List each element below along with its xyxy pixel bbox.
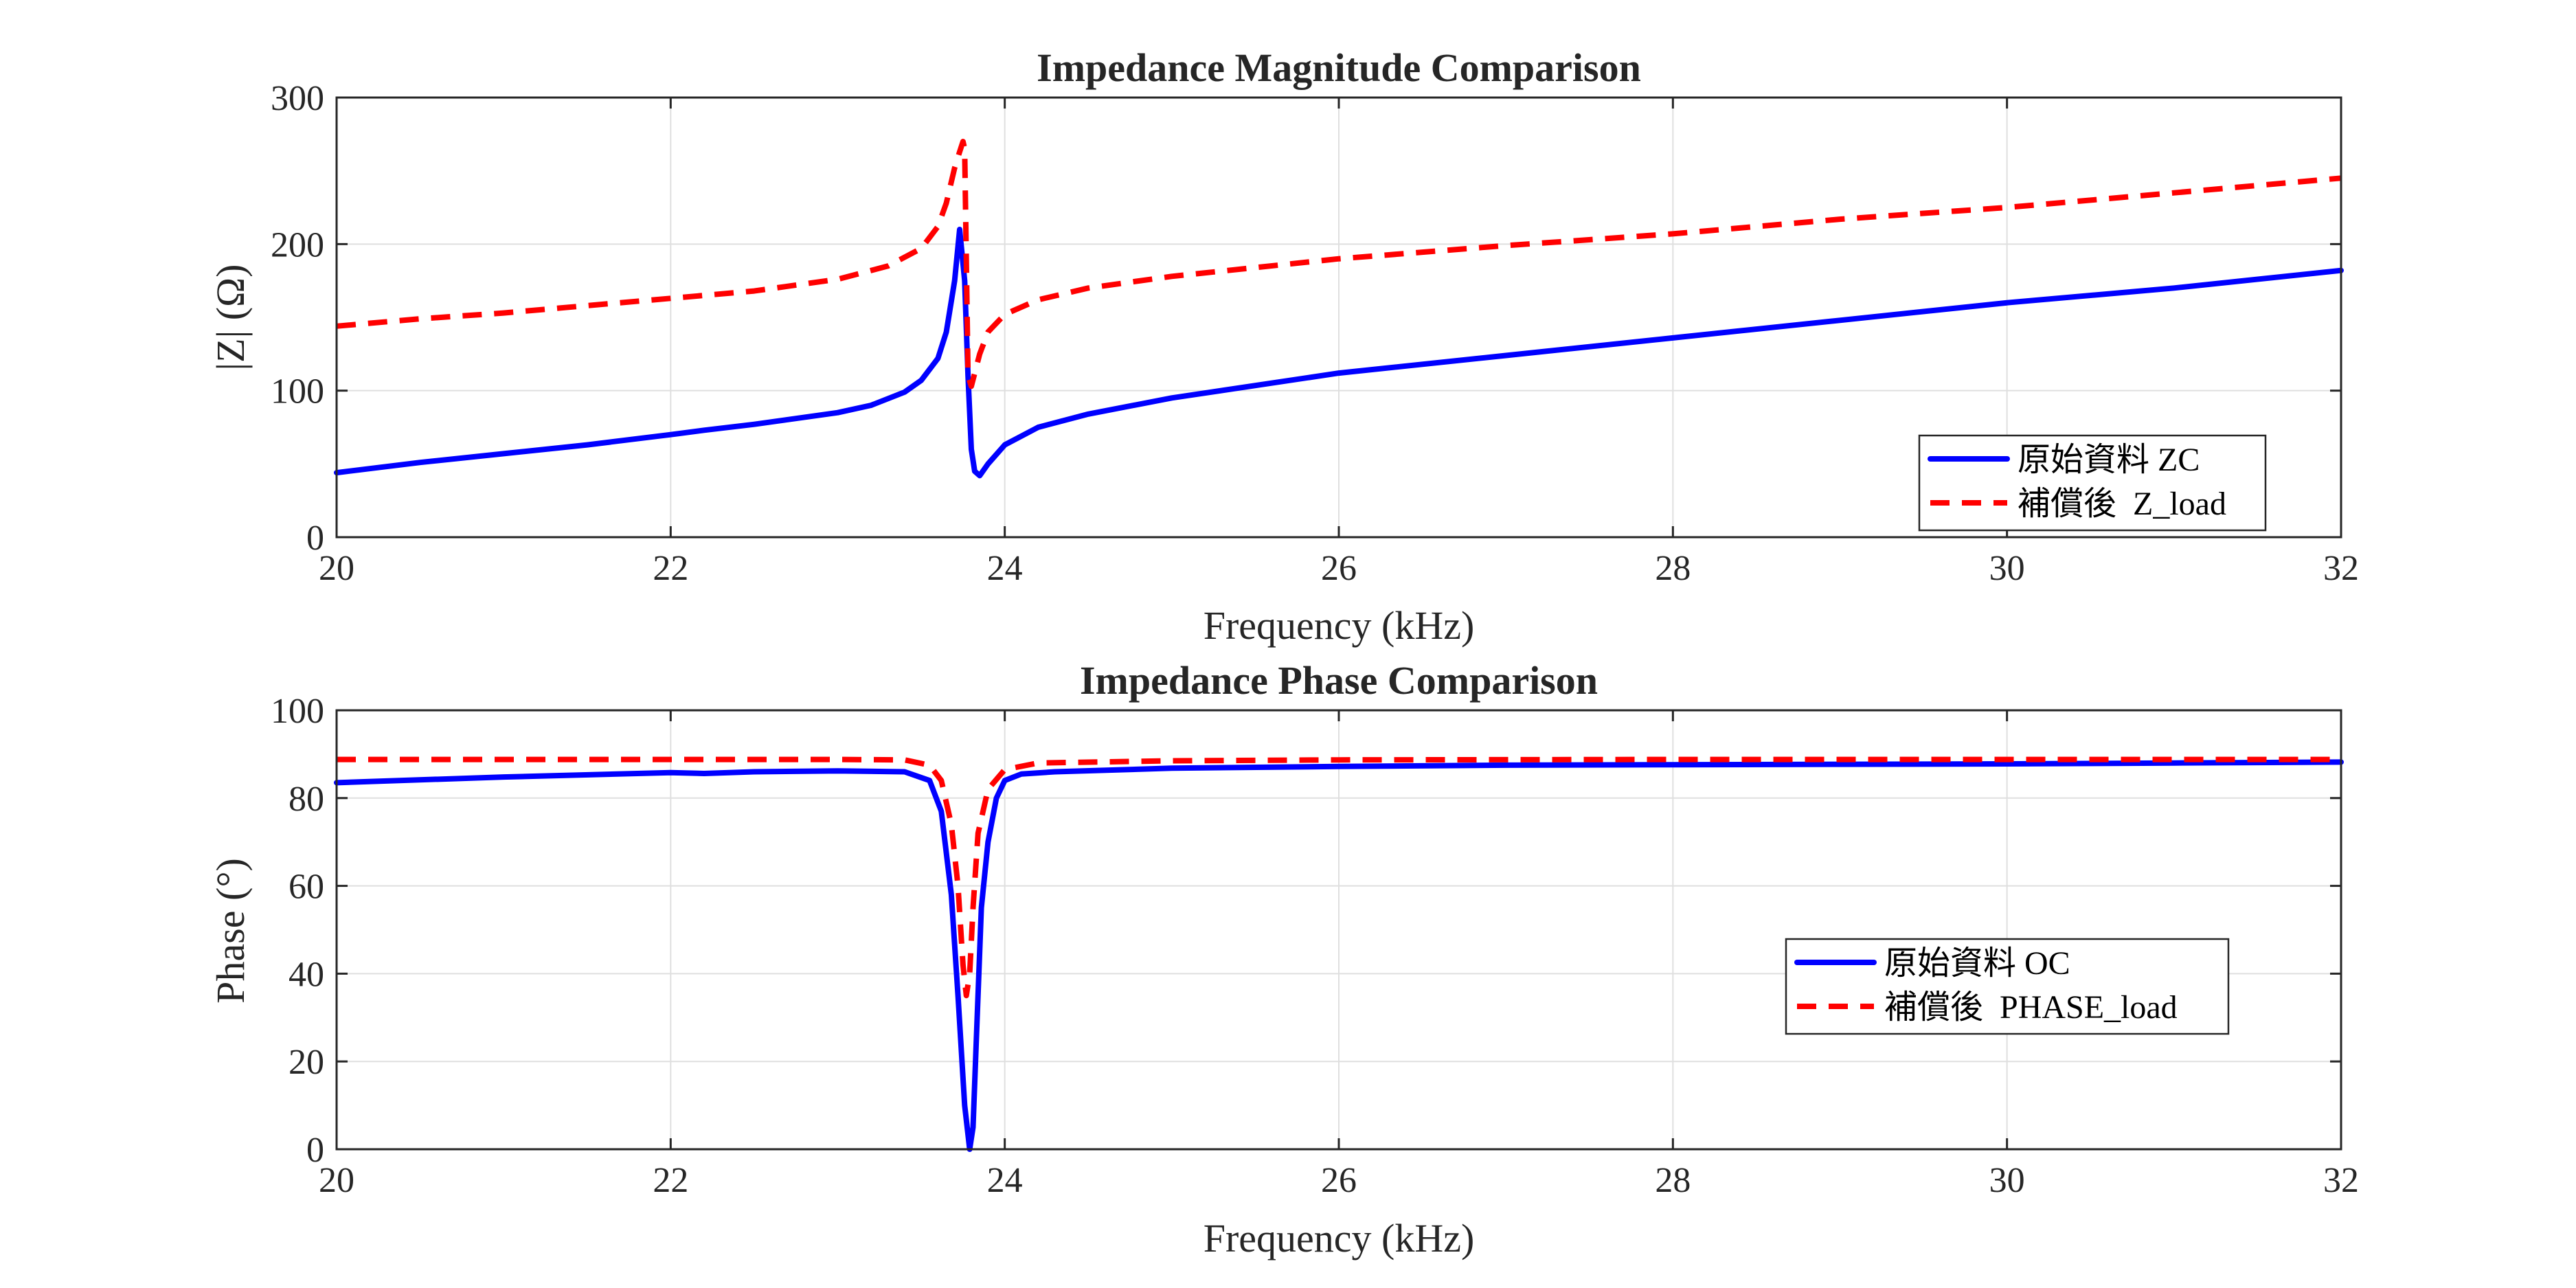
phase-y-tick-label: 60 [289,868,324,907]
phase-plot: Impedance Phase Comparison 20 22 24 26 28 30 3… [208,658,2359,1261]
phase-legend: 原始資料 OC 補償後 PHASE_load [1785,938,2230,1035]
magnitude-plot: Impedance Magnitude Comparison 20 22 24 26 2… [208,45,2359,648]
phase-legend-label-1: 補償後 PHASE_load [1884,989,2178,1026]
phase-y-tick-label: 40 [289,955,324,994]
magnitude-series [334,139,2344,479]
magnitude-title: Impedance Magnitude Comparison [1037,45,1641,90]
phase-y-tick-label: 100 [271,692,324,731]
phase-y-axis-label: Phase (°) [208,858,253,1004]
magnitude-y-tick-label: 200 [271,225,324,264]
magnitude-x-axis-label: Frequency (kHz) [1204,603,1475,648]
magnitude-y-tick-label: 0 [306,519,324,558]
phase-x-tick-label: 30 [1989,1161,2025,1200]
phase-x-tick-label: 28 [1655,1161,1691,1200]
phase-legend-label-0: 原始資料 OC [1884,945,2070,982]
phase-x-axis-label: Frequency (kHz) [1204,1216,1475,1261]
phase-x-tick-label: 32 [2323,1161,2359,1200]
phase-x-tick-label: 22 [653,1161,688,1200]
magnitude-y-axis-label: |Z| (Ω) [208,264,253,371]
phase-x-tick-label: 26 [1321,1161,1357,1200]
phase-y-tick-label: 80 [289,780,324,819]
magnitude-x-tick-label: 26 [1321,549,1357,588]
magnitude-legend-label-0: 原始資料 ZC [2018,442,2200,478]
magnitude-legend-box [1918,434,2267,532]
phase-title: Impedance Phase Comparison [1080,658,1598,703]
magnitude-y-tick-label: 300 [271,79,324,118]
phase-y-tick-label: 0 [306,1131,324,1170]
phase-y-tick-label: 20 [289,1043,324,1082]
phase-series-line-1 [337,756,2341,999]
magnitude-x-tick-label: 32 [2323,549,2359,588]
magnitude-ticks: 20 22 24 26 28 30 32 0 100 200 300 [271,79,2359,588]
magnitude-series-line-1 [336,139,2342,389]
phase-x-tick-label: 24 [987,1161,1023,1200]
magnitude-x-tick-label: 28 [1655,549,1691,588]
magnitude-x-tick-label: 24 [987,549,1023,588]
magnitude-y-tick-label: 100 [271,372,324,411]
phase-legend-box [1785,938,2230,1035]
phase-x-tick-label: 20 [319,1161,354,1200]
magnitude-x-tick-label: 22 [653,549,688,588]
magnitude-legend: 原始資料 ZC 補償後 Z_load [1918,434,2267,532]
magnitude-x-tick-label: 20 [319,549,354,588]
magnitude-legend-label-1: 補償後 Z_load [2018,486,2226,522]
phase-series-line-0 [334,759,2344,1152]
phase-series [334,756,2344,1152]
magnitude-x-tick-label: 30 [1989,549,2025,588]
